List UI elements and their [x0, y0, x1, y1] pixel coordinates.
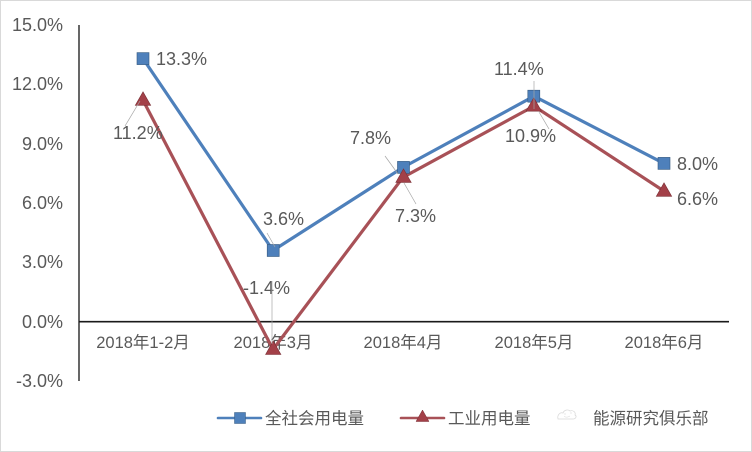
svg-text:13.3%: 13.3%: [156, 49, 207, 69]
svg-text:6.0%: 6.0%: [22, 193, 63, 213]
svg-text:-3.0%: -3.0%: [16, 371, 63, 391]
svg-text:7.3%: 7.3%: [395, 206, 436, 226]
svg-text:2018年5月: 2018年5月: [495, 333, 574, 352]
svg-text:11.4%: 11.4%: [494, 59, 544, 79]
svg-text:12.0%: 12.0%: [12, 74, 63, 94]
svg-text:6.6%: 6.6%: [677, 189, 718, 209]
svg-text:3.6%: 3.6%: [263, 209, 304, 229]
svg-text:7.8%: 7.8%: [350, 128, 391, 148]
svg-text:全社会用电量: 全社会用电量: [265, 409, 364, 428]
svg-text:15.0%: 15.0%: [12, 15, 63, 35]
svg-text:3.0%: 3.0%: [22, 252, 63, 272]
svg-text:2018年4月: 2018年4月: [364, 333, 443, 352]
svg-text:8.0%: 8.0%: [677, 154, 718, 174]
svg-text:11.2%: 11.2%: [113, 123, 163, 143]
svg-text:2018年6月: 2018年6月: [625, 333, 704, 352]
svg-text:9.0%: 9.0%: [22, 134, 63, 154]
svg-text:0.0%: 0.0%: [22, 312, 63, 332]
svg-text:-1.4%: -1.4%: [243, 278, 290, 298]
svg-text:工业用电量: 工业用电量: [448, 409, 531, 428]
svg-text:10.9%: 10.9%: [505, 126, 556, 146]
svg-text:能源研究俱乐部: 能源研究俱乐部: [593, 409, 709, 428]
svg-text:2018年1-2月: 2018年1-2月: [96, 333, 190, 352]
